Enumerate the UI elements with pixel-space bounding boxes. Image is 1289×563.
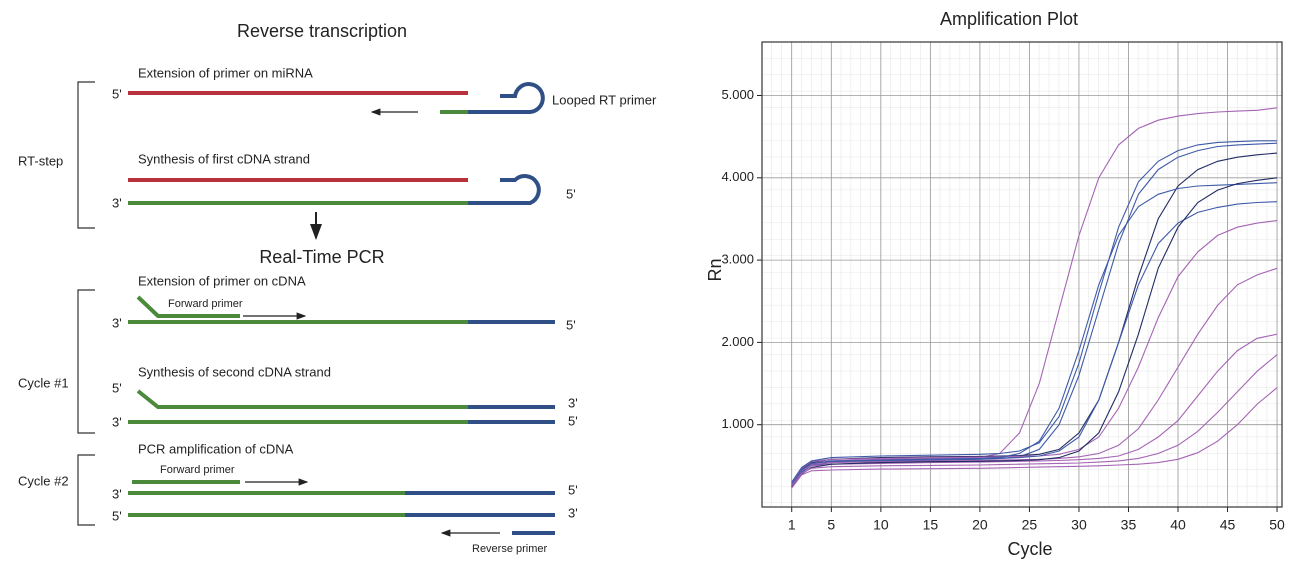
label: Forward primer xyxy=(160,464,235,476)
x-axis-label: Cycle xyxy=(1007,539,1052,559)
amplification-curve xyxy=(791,354,1278,486)
amplification-curve xyxy=(791,220,1278,483)
label: PCR amplification of cDNA xyxy=(138,441,294,456)
label: 5' xyxy=(112,508,122,523)
label: Cycle #1 xyxy=(18,375,69,390)
x-tick-label: 50 xyxy=(1269,517,1285,533)
amplification-curve xyxy=(791,177,1278,488)
label: 5' xyxy=(568,482,578,497)
y-tick-label: 3.000 xyxy=(721,252,754,267)
x-tick-label: 40 xyxy=(1170,517,1186,533)
label: Reverse primer xyxy=(472,543,548,555)
x-tick-label: 10 xyxy=(873,517,889,533)
x-tick-label: 5 xyxy=(827,517,835,533)
label: 3' xyxy=(112,414,122,429)
amplification-curve xyxy=(791,140,1277,483)
label: 5' xyxy=(568,413,578,428)
chart-title: Amplification Plot xyxy=(940,9,1078,29)
label: RT-step xyxy=(18,153,63,168)
primer xyxy=(136,295,240,318)
x-tick-label: 1 xyxy=(788,517,796,533)
label: Cycle #2 xyxy=(18,473,69,488)
label: 3' xyxy=(568,395,578,410)
plot-frame xyxy=(761,41,1283,508)
label: 3' xyxy=(112,195,122,210)
bracket xyxy=(77,454,95,526)
label: Looped RT primer xyxy=(552,92,657,107)
label: Extension of primer on cDNA xyxy=(138,273,306,288)
amplification-curve xyxy=(791,267,1278,484)
y-axis-label: Rn xyxy=(705,258,725,281)
x-tick-label: 20 xyxy=(972,517,988,533)
pcr-title: Real-Time PCR xyxy=(259,247,384,267)
diagram: Reverse transcription Extension of prime… xyxy=(18,21,657,555)
label: 5' xyxy=(566,317,576,332)
bracket xyxy=(77,81,95,229)
label: Synthesis of first cDNA strand xyxy=(138,151,310,166)
label: 3' xyxy=(112,315,122,330)
y-tick-label: 5.000 xyxy=(721,87,754,102)
x-tick-label: 30 xyxy=(1071,517,1087,533)
x-tick-label: 45 xyxy=(1220,517,1236,533)
loop-primer xyxy=(468,174,541,205)
y-tick-label: 4.000 xyxy=(721,169,754,184)
x-tick-label: 35 xyxy=(1121,517,1137,533)
bracket xyxy=(77,289,95,434)
y-tick-label: 1.000 xyxy=(721,416,754,431)
strand xyxy=(136,389,468,409)
amplification-curve xyxy=(791,387,1278,489)
label: 5' xyxy=(112,86,122,101)
label: Forward primer xyxy=(168,298,243,310)
x-tick-label: 25 xyxy=(1022,517,1038,533)
label: 3' xyxy=(568,505,578,520)
label: 5' xyxy=(566,186,576,201)
x-tick-label: 15 xyxy=(923,517,939,533)
label: Synthesis of second cDNA strand xyxy=(138,364,331,379)
loop-primer xyxy=(468,82,545,114)
label: Extension of primer on miRNA xyxy=(138,65,313,80)
minor-grid xyxy=(762,42,1282,507)
amplification-curve xyxy=(791,182,1278,486)
chart: Amplification Plot Rn Cycle 1.000 2.000 3.… xyxy=(705,9,1285,559)
label: 5' xyxy=(112,380,122,395)
diagram-title: Reverse transcription xyxy=(237,21,407,41)
label: 3' xyxy=(112,486,122,501)
y-tick-label: 2.000 xyxy=(721,334,754,349)
